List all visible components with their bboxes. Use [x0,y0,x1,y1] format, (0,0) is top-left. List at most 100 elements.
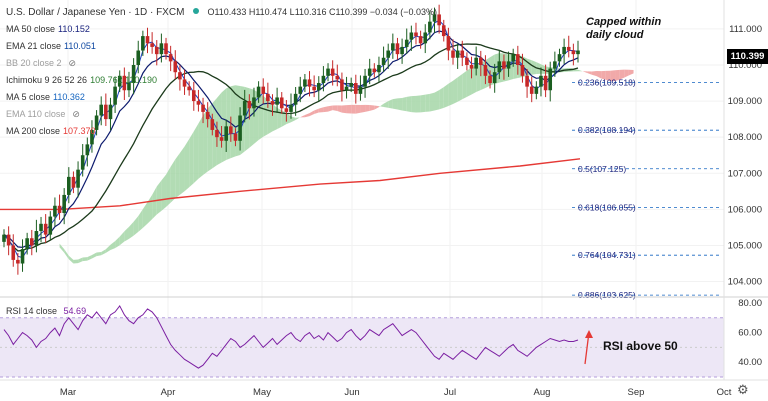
cloud-segment [628,69,634,76]
candle-body [279,97,284,109]
candle-body [553,61,557,69]
candle-body [178,72,182,80]
candle-body [298,86,303,94]
indicator-label: EMA 110 close [6,109,66,119]
rsi-pane [0,304,724,378]
candle-body [404,39,409,47]
rsi-value: 54.69 [63,306,87,316]
cloud-segment [439,87,444,110]
cloud-segment [91,252,97,259]
cloud-segment [272,103,278,132]
indicator-label: Ichimoku 9 26 52 26 [6,75,88,85]
candle-body [557,54,562,62]
indicator-row[interactable]: MA 200 close 107.370 [6,123,437,140]
cloud-segment [138,209,143,232]
candle-body [252,97,256,109]
price-tick-label: 109.000 [728,96,762,107]
fib-label: 0.236(109.518) [578,77,636,87]
hidden-eye-icon[interactable]: ⊘ [72,109,80,119]
candle-body [48,216,53,235]
cloud-segment [471,65,477,95]
candle-body [469,64,474,69]
cloud-segment [610,70,616,82]
cloud-segment [221,88,227,163]
candle-body [205,111,210,120]
indicator-value: 107.370 [63,126,96,136]
candle-body [548,68,553,91]
price-tick-label: 108.000 [728,132,762,143]
cloud-segment [147,194,153,224]
candle-body [229,126,233,134]
cloud-segment [624,69,629,78]
candle-body [76,169,80,188]
candle-body [307,79,312,87]
cloud-segment [175,153,180,199]
cloud-segment [216,92,222,166]
price-tick-label: 105.000 [728,240,762,251]
cloud-segment [309,110,315,117]
candle-body [99,104,104,116]
candle-body [492,72,497,84]
cloud-segment [212,98,217,169]
candle-body [261,86,266,94]
candle-body [191,90,196,102]
cloud-segment [189,131,194,188]
indicator-row[interactable]: BB 20 close 2 ⊘ [6,55,437,72]
cloud-segment [323,106,329,113]
cloud-segment [531,60,537,75]
candle-body [182,79,187,87]
indicator-row[interactable]: MA 50 close 110.152 [6,21,437,38]
candle-body [94,115,99,130]
settings-gear-icon[interactable]: ⚙ [737,382,749,397]
candle-body [289,104,293,112]
cloud-segment [78,257,83,264]
candle-body [34,231,39,246]
hidden-eye-icon[interactable]: ⊘ [68,58,77,68]
cloud-segment [263,95,268,137]
cloud-segment [314,108,319,114]
candle-body [233,133,238,141]
candle-body [400,46,404,55]
cloud-segment [434,90,440,111]
fib-label: 0.382(108.194) [578,125,636,135]
indicator-row[interactable]: EMA 110 close ⊘ [6,106,437,123]
cloud-segment [466,67,472,97]
cloud-segment [578,69,583,72]
indicator-row[interactable]: MA 5 close 110.362 [6,89,437,106]
time-tick-label: Sep [628,387,645,398]
cloud-annotation: Capped within daily cloud [586,16,661,42]
candle-body [16,259,20,264]
cloud-segment [87,254,92,261]
cloud-segment [503,53,509,82]
candle-body [566,46,571,51]
rsi-tick-label: 40.00 [738,357,762,368]
time-tick-label: Jun [344,387,359,398]
candle-body [215,129,219,138]
price-tick-label: 111.000 [729,24,762,35]
cloud-segment [397,98,403,111]
candle-body [117,75,122,87]
candle-body [122,75,127,91]
indicator-row[interactable]: Ichimoku 9 26 52 26 109.762 110.190 [6,72,437,89]
cloud-segment [499,53,504,83]
candle-body [516,54,520,65]
cloud-segment [351,104,356,114]
candle-body [187,86,191,91]
cloud-segment [448,80,454,106]
cloud-segment [161,174,167,211]
candle-body [520,64,525,76]
cloud-segment [179,146,185,195]
symbol-title[interactable]: U.S. Dollar / Japanese Yen · 1D · FXCM [6,7,185,18]
cloud-segment [226,86,231,161]
cloud-segment [203,108,208,175]
candle-body [164,43,168,55]
indicator-row[interactable]: EMA 21 close 110.051 [6,38,437,55]
rsi-legend[interactable]: RSI 14 close 54.69 [6,306,86,316]
cloud-segment [591,71,597,77]
candle-body [571,50,576,55]
indicator-list: MA 50 close 110.152 EMA 21 close 110.051 BB … [6,21,437,140]
cloud-segment [105,244,111,253]
candle-body [451,50,455,58]
candle-body [363,75,367,87]
